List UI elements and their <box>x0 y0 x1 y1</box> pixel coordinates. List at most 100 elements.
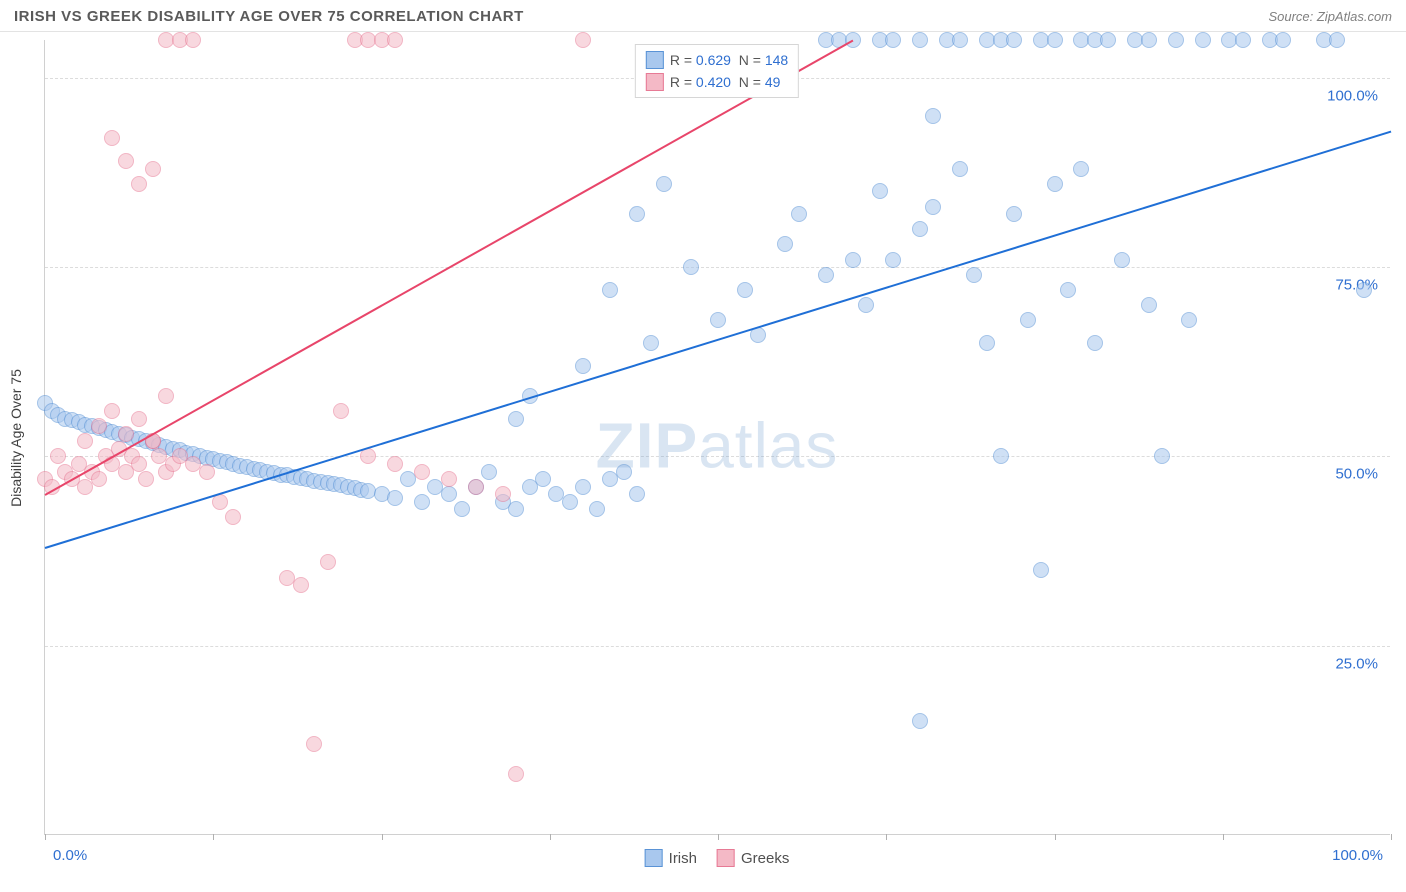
data-point <box>912 221 928 237</box>
data-point <box>118 153 134 169</box>
data-point <box>1087 335 1103 351</box>
data-point <box>1047 32 1063 48</box>
data-point <box>306 736 322 752</box>
xtick-label: 100.0% <box>1332 847 1383 864</box>
data-point <box>1073 161 1089 177</box>
data-point <box>199 464 215 480</box>
data-point <box>966 267 982 283</box>
chart-source: Source: ZipAtlas.com <box>1268 9 1392 24</box>
data-point <box>616 464 632 480</box>
legend-swatch <box>646 73 664 91</box>
data-point <box>818 267 834 283</box>
xtick <box>886 834 887 840</box>
xtick-label: 0.0% <box>53 847 87 864</box>
data-point <box>91 418 107 434</box>
series-legend: IrishGreeks <box>645 849 790 867</box>
legend-swatch <box>645 849 663 867</box>
y-axis-label: Disability Age Over 75 <box>8 369 24 507</box>
data-point <box>441 486 457 502</box>
legend-text: R = 0.629 N = 148 <box>670 52 788 68</box>
data-point <box>979 335 995 351</box>
data-point <box>293 577 309 593</box>
data-point <box>387 490 403 506</box>
data-point <box>508 766 524 782</box>
data-point <box>602 282 618 298</box>
data-point <box>1047 176 1063 192</box>
data-point <box>1154 448 1170 464</box>
data-point <box>629 206 645 222</box>
data-point <box>710 312 726 328</box>
xtick <box>213 834 214 840</box>
data-point <box>993 448 1009 464</box>
data-point <box>50 448 66 464</box>
data-point <box>858 297 874 313</box>
xtick <box>1391 834 1392 840</box>
data-point <box>508 501 524 517</box>
data-point <box>333 403 349 419</box>
data-point <box>1181 312 1197 328</box>
data-point <box>656 176 672 192</box>
data-point <box>104 130 120 146</box>
legend-row: R = 0.629 N = 148 <box>646 49 788 71</box>
legend-text: R = 0.420 N = 49 <box>670 74 781 90</box>
legend-swatch <box>646 51 664 69</box>
data-point <box>131 176 147 192</box>
legend-row: R = 0.420 N = 49 <box>646 71 788 93</box>
data-point <box>1006 206 1022 222</box>
data-point <box>925 108 941 124</box>
xtick <box>1223 834 1224 840</box>
data-point <box>481 464 497 480</box>
gridline <box>45 267 1390 268</box>
data-point <box>77 433 93 449</box>
xtick <box>1055 834 1056 840</box>
data-point <box>1100 32 1116 48</box>
data-point <box>387 456 403 472</box>
data-point <box>1195 32 1211 48</box>
data-point <box>131 411 147 427</box>
data-point <box>131 456 147 472</box>
data-point <box>575 32 591 48</box>
data-point <box>737 282 753 298</box>
data-point <box>387 32 403 48</box>
data-point <box>629 486 645 502</box>
data-point <box>138 471 154 487</box>
data-point <box>1141 32 1157 48</box>
plot-area: 25.0%50.0%75.0%100.0%0.0%100.0% Disabili… <box>44 40 1390 835</box>
data-point <box>683 259 699 275</box>
legend-label: Greeks <box>741 850 789 867</box>
data-point <box>104 403 120 419</box>
data-point <box>562 494 578 510</box>
data-point <box>1168 32 1184 48</box>
data-point <box>1006 32 1022 48</box>
data-point <box>1020 312 1036 328</box>
chart-title: IRISH VS GREEK DISABILITY AGE OVER 75 CO… <box>14 8 524 25</box>
data-point <box>575 358 591 374</box>
data-point <box>118 426 134 442</box>
data-point <box>1275 32 1291 48</box>
data-point <box>845 252 861 268</box>
xtick <box>45 834 46 840</box>
data-point <box>441 471 457 487</box>
gridline <box>45 456 1390 457</box>
data-point <box>952 32 968 48</box>
data-point <box>1329 32 1345 48</box>
data-point <box>468 479 484 495</box>
ytick-label: 50.0% <box>1335 466 1378 483</box>
data-point <box>912 713 928 729</box>
data-point <box>535 471 551 487</box>
data-point <box>508 411 524 427</box>
data-point <box>1356 282 1372 298</box>
ytick-label: 100.0% <box>1327 87 1378 104</box>
data-point <box>1060 282 1076 298</box>
data-point <box>912 32 928 48</box>
data-point <box>643 335 659 351</box>
data-point <box>952 161 968 177</box>
data-point <box>575 479 591 495</box>
data-point <box>495 486 511 502</box>
data-point <box>91 471 107 487</box>
legend-item: Greeks <box>717 849 789 867</box>
data-point <box>791 206 807 222</box>
data-point <box>414 494 430 510</box>
data-point <box>414 464 430 480</box>
data-point <box>158 388 174 404</box>
